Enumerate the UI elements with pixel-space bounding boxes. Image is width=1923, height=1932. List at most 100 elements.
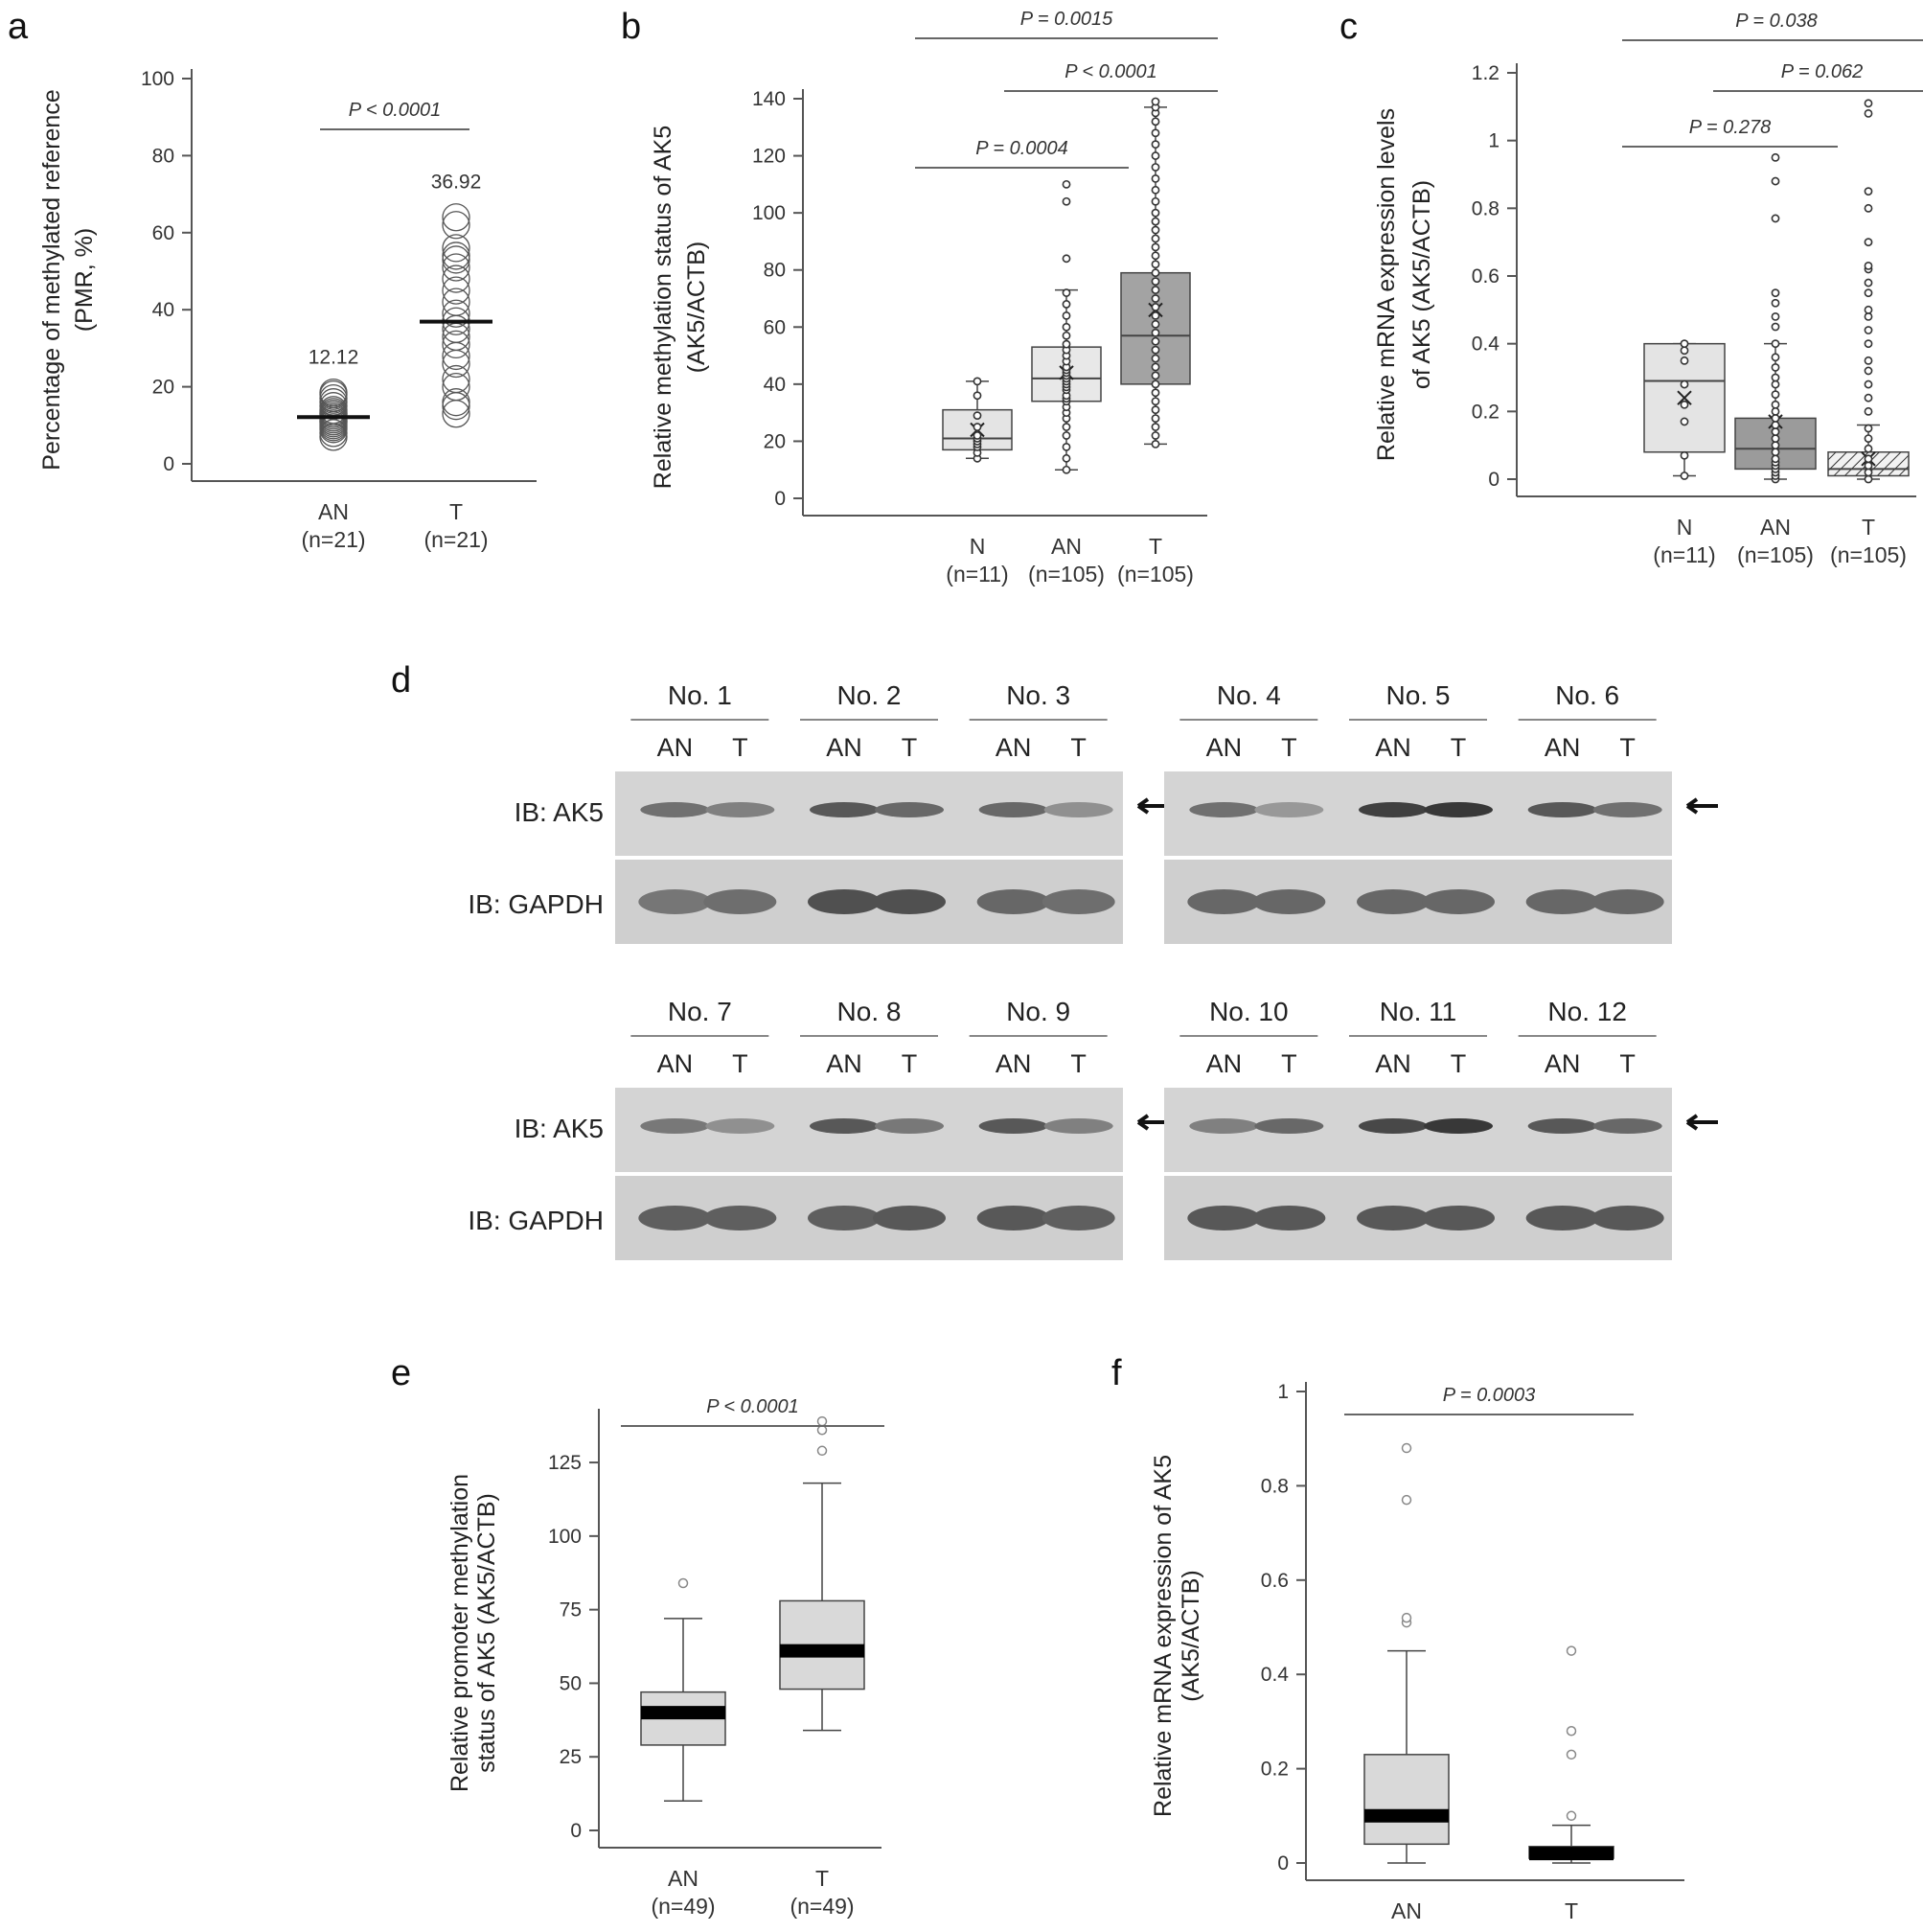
- y-tick-label: 0.6: [1261, 1570, 1289, 1592]
- data-point: [1151, 277, 1160, 287]
- band-arrow-icon: [1136, 1114, 1169, 1131]
- data-point: [442, 203, 470, 232]
- data-point: [1771, 362, 1780, 372]
- y-axis-label: (AK5/ACTB): [1178, 1570, 1204, 1702]
- outlier-point: [1566, 1749, 1577, 1760]
- data-point: [1062, 322, 1071, 332]
- mean-value-label: 12.12: [309, 347, 359, 369]
- p-value-label: P = 0.0004: [975, 138, 1068, 159]
- category-n-label: (n=11): [1653, 542, 1715, 567]
- y-tick-label: 40: [764, 374, 786, 396]
- ak5-band: [1592, 1118, 1662, 1134]
- y-tick-label: 1: [1488, 130, 1499, 152]
- data-point: [1771, 448, 1780, 457]
- outlier-point: [1566, 1725, 1577, 1736]
- ak5-band: [1359, 802, 1428, 817]
- ak5-band: [875, 1118, 944, 1134]
- panel-label: f: [1111, 1353, 1122, 1393]
- data-point: [1151, 440, 1160, 448]
- ak5-band: [978, 1118, 1048, 1134]
- data-point: [1680, 472, 1689, 480]
- ak5-band: [875, 802, 944, 817]
- data-point: [1771, 322, 1780, 332]
- data-point: [1151, 151, 1160, 160]
- chart-panel-b: 0 20 40 60 80 100 120 140 Relative methylation s…: [621, 7, 1218, 586]
- gapdh-band: [1591, 889, 1664, 914]
- data-point: [1062, 442, 1071, 451]
- data-point: [1771, 421, 1780, 429]
- panel-label: e: [391, 1353, 411, 1393]
- data-point: [1062, 423, 1071, 431]
- gapdh-band: [808, 1206, 881, 1230]
- p-value-label: P = 0.062: [1781, 61, 1863, 82]
- sample-label: No. 8: [837, 997, 902, 1026]
- data-point: [442, 372, 470, 402]
- data-point: [1680, 356, 1689, 365]
- data-point: [1771, 298, 1780, 308]
- data-point: [1062, 179, 1071, 189]
- y-tick-label: 100: [752, 202, 786, 224]
- lane-label: T: [1619, 1049, 1636, 1078]
- data-point: [1680, 346, 1689, 356]
- y-tick-label: 125: [548, 1452, 582, 1474]
- outlier-point: [816, 1425, 828, 1436]
- y-tick-label: 0.8: [1261, 1475, 1289, 1497]
- y-tick-label: 60: [152, 222, 174, 244]
- data-point: [442, 276, 470, 305]
- sample-label: No. 10: [1209, 997, 1289, 1026]
- ak5-band: [1592, 802, 1662, 817]
- sample-label: No. 3: [1006, 680, 1070, 710]
- data-point: [1151, 286, 1160, 294]
- data-point: [1151, 310, 1160, 320]
- data-point: [1771, 353, 1780, 362]
- data-point: [1151, 397, 1160, 406]
- data-point: [1771, 214, 1780, 223]
- data-point: [1151, 185, 1160, 195]
- data-point: [1864, 380, 1873, 389]
- data-point: [1151, 196, 1160, 206]
- data-point: [1864, 406, 1873, 416]
- sample-label: No. 1: [668, 680, 732, 710]
- category-n-label: (n=49): [651, 1894, 715, 1919]
- category-label: T: [1565, 1898, 1578, 1923]
- data-point: [1062, 453, 1071, 463]
- gapdh-band: [1252, 889, 1326, 914]
- data-point: [442, 299, 470, 328]
- y-axis-label: Relative mRNA expression levels: [1373, 108, 1400, 461]
- data-point: [442, 330, 470, 359]
- y-tick-label: 20: [764, 430, 786, 452]
- category-label: AN: [318, 499, 349, 524]
- gapdh-band: [1422, 889, 1495, 914]
- data-point: [1151, 431, 1160, 440]
- y-tick-label: 0.2: [1472, 401, 1499, 423]
- control-marker-label: IB: GAPDH: [468, 1206, 604, 1235]
- data-point: [1062, 196, 1071, 206]
- box-group: [1120, 97, 1191, 448]
- lane-label: T: [1281, 1049, 1297, 1078]
- ak5-band: [1043, 1118, 1113, 1134]
- data-point: [1151, 354, 1160, 363]
- data-point: [1151, 380, 1160, 389]
- ak5-band: [1254, 1118, 1324, 1134]
- lane-label: AN: [657, 1049, 694, 1078]
- data-point: [1680, 400, 1689, 409]
- ak5-band: [1359, 1118, 1428, 1134]
- category-label: AN: [1760, 515, 1791, 540]
- panel-label: d: [391, 660, 411, 701]
- data-point: [1864, 461, 1873, 471]
- data-point: [1864, 278, 1873, 288]
- y-axis-label: (AK5/ACTB): [683, 242, 710, 374]
- sample-label: No. 4: [1217, 680, 1281, 710]
- category-n-label: (n=105): [1737, 542, 1814, 567]
- category-n-label: (n=49): [790, 1894, 854, 1919]
- y-tick-label: 0.4: [1472, 334, 1500, 356]
- ak5-band: [1527, 802, 1597, 817]
- data-point: [1864, 468, 1873, 477]
- data-point: [1771, 152, 1780, 162]
- category-n-label: (n=21): [301, 527, 365, 552]
- data-point: [1062, 254, 1071, 264]
- lane-label: T: [1451, 733, 1467, 762]
- data-point: [1151, 319, 1160, 329]
- data-point: [1864, 261, 1873, 270]
- y-tick-label: 140: [752, 88, 786, 110]
